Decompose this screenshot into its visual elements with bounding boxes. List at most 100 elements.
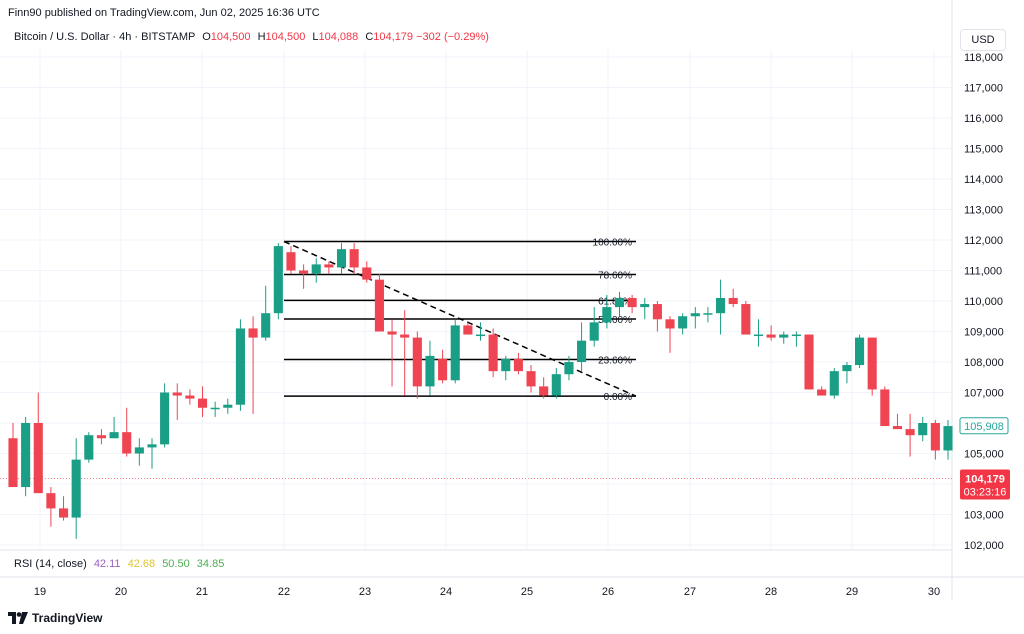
- fib-level-label: 50.00%: [598, 315, 632, 326]
- candle-body: [185, 395, 195, 399]
- candle-body: [589, 322, 599, 341]
- candle: [21, 416, 31, 497]
- candle-body: [905, 429, 915, 436]
- candle-body: [33, 423, 43, 494]
- candle: [185, 389, 195, 405]
- y-tick-label: 105,000: [964, 449, 1004, 461]
- candle-body: [880, 389, 890, 427]
- candle: [753, 319, 764, 347]
- tradingview-icon: [8, 612, 28, 624]
- tradingview-logo[interactable]: TradingView: [8, 611, 102, 625]
- candle-body: [374, 279, 384, 332]
- candle-body: [753, 334, 764, 337]
- open-value: 104,500: [210, 31, 251, 43]
- rsi-value-4: 34.85: [196, 558, 225, 570]
- candle: [602, 294, 612, 329]
- candle: [892, 413, 903, 430]
- candle-body: [197, 398, 208, 408]
- candle: [690, 307, 700, 329]
- candle: [324, 261, 334, 274]
- candle-body: [58, 508, 69, 518]
- candle: [817, 386, 827, 396]
- fib-level-label: 23.60%: [598, 356, 632, 367]
- x-tick-label: 27: [684, 586, 696, 598]
- chart-grid: [0, 0, 1024, 600]
- candle: [374, 273, 384, 332]
- candle: [362, 261, 372, 283]
- fib-level-label: 78.60%: [598, 270, 632, 281]
- candle-body: [627, 297, 637, 308]
- time-axis[interactable]: 19 20 21 22 23 24 25 26 27 28 29 30: [34, 586, 940, 598]
- candle: [463, 322, 473, 335]
- candle: [58, 496, 69, 521]
- candle-body: [299, 270, 309, 274]
- last-price-box: [960, 469, 1010, 500]
- x-tick-label: 22: [278, 586, 290, 598]
- current-price-label: 105,908: [964, 421, 1004, 433]
- logo-text: TradingView: [32, 611, 103, 625]
- y-tick-label: 112,000: [964, 235, 1003, 247]
- candle: [513, 352, 523, 375]
- candle: [577, 322, 587, 372]
- candle: [589, 307, 599, 347]
- symbol-name[interactable]: Bitcoin / U.S. Dollar · 4h · BITSTAMP: [14, 31, 196, 43]
- x-tick-label: 23: [359, 586, 371, 598]
- low-value: 104,088: [318, 31, 359, 43]
- candle-body: [614, 297, 625, 308]
- candle: [703, 307, 713, 323]
- candle-body: [804, 334, 814, 390]
- countdown-label: 03:23:16: [964, 487, 1007, 499]
- candle: [197, 386, 208, 417]
- candle-body: [273, 246, 283, 314]
- candle-body: [741, 304, 751, 335]
- candle: [349, 243, 359, 274]
- high-value: 104,500: [265, 31, 306, 43]
- candle: [210, 401, 220, 417]
- candlestick-series: [8, 243, 953, 539]
- candle-body: [147, 444, 157, 448]
- candle-body: [21, 423, 31, 488]
- fib-level-label: 0.00%: [604, 392, 632, 403]
- current-price-box: [959, 417, 1009, 435]
- x-tick-label: 26: [602, 586, 614, 598]
- candle: [842, 362, 852, 384]
- candle: [829, 368, 839, 399]
- candle: [716, 279, 726, 335]
- candle-body: [577, 340, 587, 362]
- x-tick-label: 19: [34, 586, 46, 598]
- y-tick-label: 110,000: [964, 296, 1003, 308]
- candle: [109, 416, 119, 439]
- candle: [261, 285, 271, 341]
- fibonacci-retracement[interactable]: 100.00%78.60%61.80%50.00%23.60%0.00%: [283, 238, 637, 404]
- candle-body: [602, 307, 612, 323]
- candle: [652, 301, 662, 332]
- y-tick-label: 108,000: [964, 357, 1004, 369]
- candle: [728, 288, 738, 308]
- candle-body: [362, 267, 372, 280]
- y-tick-label: 115,000: [964, 144, 1003, 156]
- candle-body: [652, 304, 662, 320]
- change-value: −302 (−0.29%): [416, 31, 489, 43]
- candle: [172, 383, 182, 420]
- candle: [627, 294, 637, 314]
- candle: [551, 368, 561, 399]
- candle: [614, 291, 625, 317]
- candle-body: [425, 355, 435, 387]
- candle-body: [122, 432, 132, 454]
- candle: [412, 331, 422, 399]
- candle-body: [336, 249, 347, 268]
- y-tick-label: 109,000: [964, 327, 1004, 339]
- x-tick-label: 21: [196, 586, 208, 598]
- candle: [640, 297, 650, 320]
- candle-body: [450, 325, 460, 381]
- x-tick-label: 28: [765, 586, 777, 598]
- candle-body: [8, 438, 18, 488]
- currency-button[interactable]: USD: [960, 29, 1006, 51]
- rsi-label: RSI (14, close): [14, 558, 87, 570]
- candle-body: [46, 493, 56, 509]
- candle-body: [526, 371, 536, 387]
- candle: [147, 438, 157, 469]
- candle: [564, 355, 574, 381]
- candle-body: [223, 404, 233, 408]
